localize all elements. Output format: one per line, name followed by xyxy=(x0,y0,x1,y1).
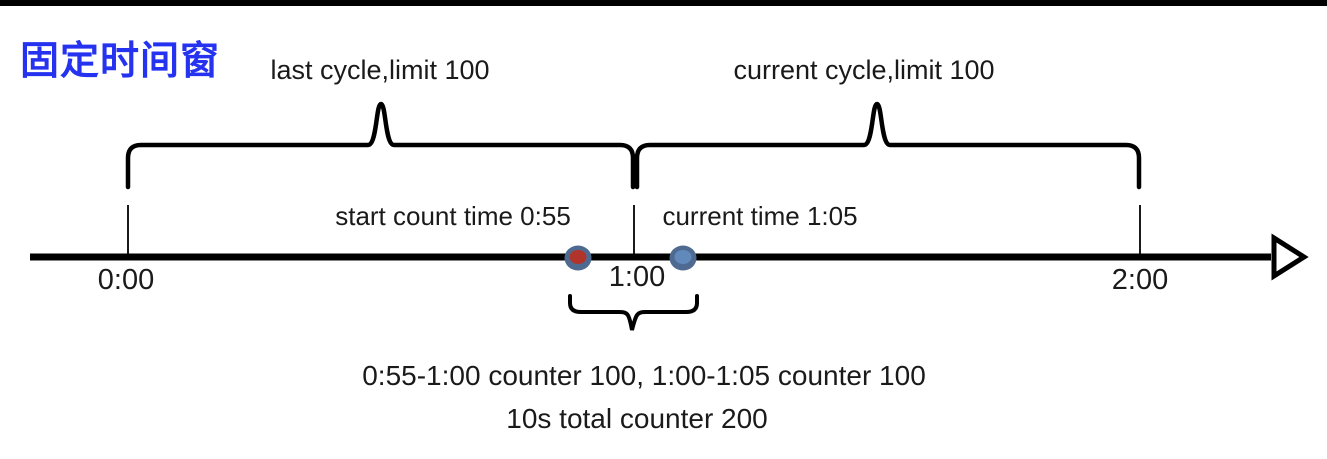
brace-current-cycle xyxy=(634,101,1142,190)
axis-arrowhead-icon xyxy=(1271,233,1309,281)
top-border-rule xyxy=(0,0,1327,6)
page-title: 固定时间窗 xyxy=(20,40,221,83)
current-time-marker-dot xyxy=(669,245,697,271)
tick-label-2-00: 2:00 xyxy=(1111,264,1169,296)
tick-label-1-00: 1:00 xyxy=(608,261,666,293)
tick-label-0-00: 0:00 xyxy=(97,264,155,296)
brace-count-range xyxy=(568,294,699,331)
last-cycle-label: last cycle,limit 100 xyxy=(270,55,490,85)
counter-summary-line2: 10s total counter 200 xyxy=(506,403,768,434)
current-time-label: current time 1:05 xyxy=(662,201,858,231)
counter-summary-line1: 0:55-1:00 counter 100, 1:00-1:05 counter… xyxy=(362,360,926,391)
start-count-marker-dot xyxy=(564,245,592,271)
current-cycle-label: current cycle,limit 100 xyxy=(733,55,995,85)
start-count-label: start count time 0:55 xyxy=(335,201,571,231)
brace-last-cycle xyxy=(125,101,636,190)
